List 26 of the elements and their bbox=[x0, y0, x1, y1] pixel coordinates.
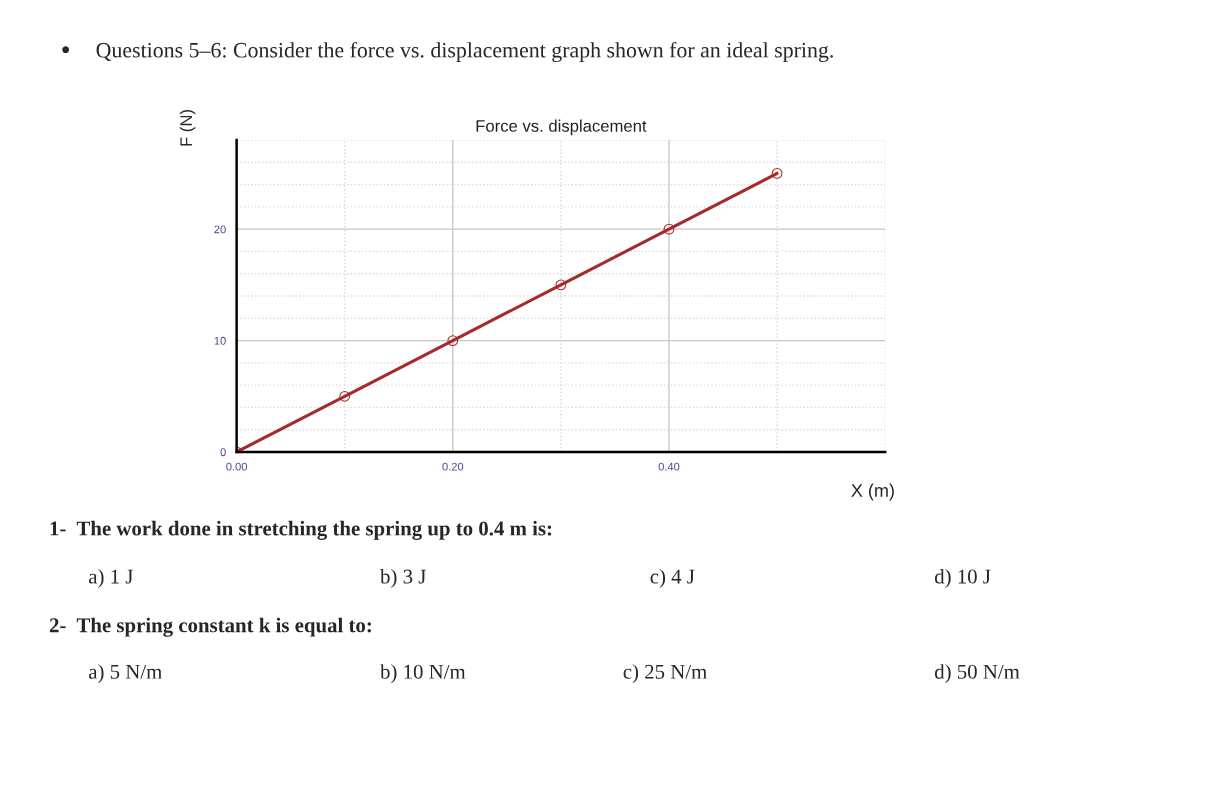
x-tick-label: 0.00 bbox=[226, 462, 247, 471]
text: • bbox=[62, 46, 70, 54]
point bbox=[771, 168, 783, 179]
point bbox=[339, 390, 351, 402]
point bbox=[663, 223, 675, 235]
x-tick-label: 0.20 bbox=[442, 462, 464, 471]
y-axis-title: F (N) bbox=[179, 110, 196, 146]
y-tick-label: 10 bbox=[214, 336, 226, 345]
point bbox=[447, 335, 459, 346]
text: 2- The spring constant k is equal to: bbox=[49, 617, 371, 637]
text: b) 10 N/m bbox=[380, 664, 466, 684]
chart-title: Force vs. displacement bbox=[476, 119, 647, 136]
y-tick-label: 20 bbox=[214, 225, 226, 234]
point bbox=[555, 279, 567, 291]
x-axis-title: X (m) bbox=[851, 483, 894, 501]
text: a) 1 J bbox=[89, 568, 133, 588]
text: d) 50 N/m bbox=[934, 664, 1020, 684]
text: c) 4 J bbox=[650, 568, 695, 588]
text: d) 10 J bbox=[934, 568, 991, 588]
text: a) 5 N/m bbox=[89, 664, 162, 684]
y-tick-label: 0 bbox=[220, 448, 226, 457]
x-tick-label: 0.40 bbox=[658, 462, 680, 471]
text: c) 25 N/m bbox=[623, 664, 707, 684]
text: 1- The work done in stretching the spring up to 0.4 m is: bbox=[50, 520, 552, 540]
text: Questions 5–6: Consider the force vs. displacement graph shown for an ideal spring. bbox=[96, 41, 833, 63]
text: b) 3 J bbox=[380, 568, 426, 588]
